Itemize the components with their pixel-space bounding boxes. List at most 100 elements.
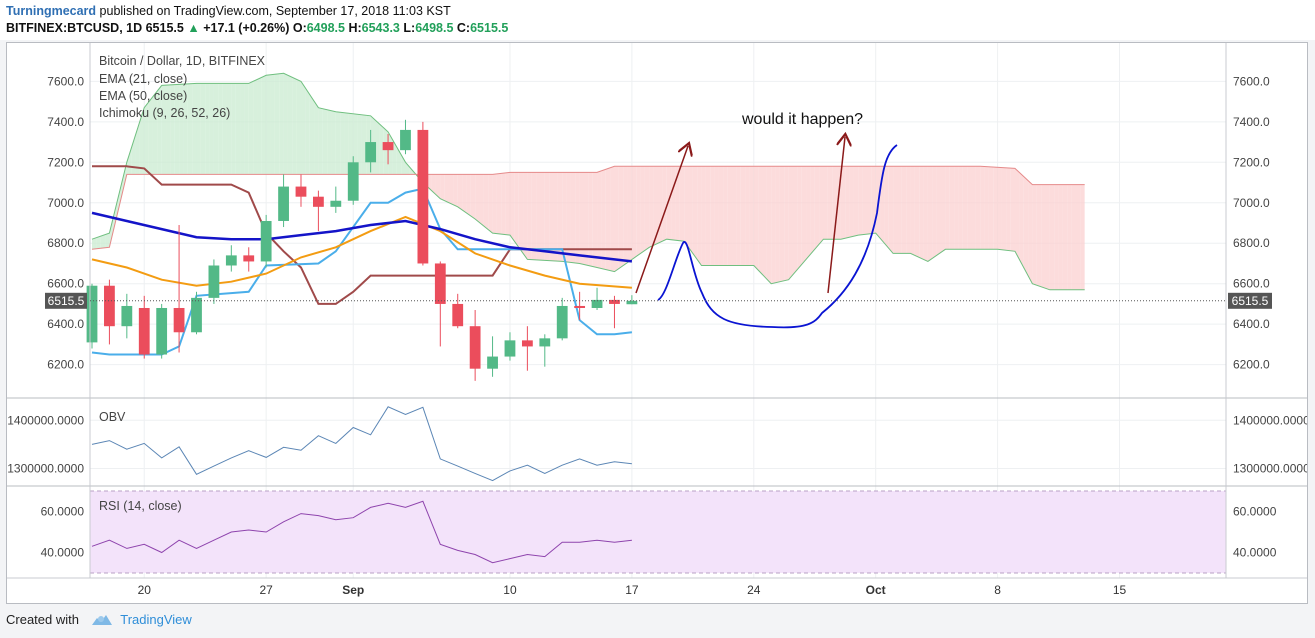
kumo-segment <box>653 166 658 246</box>
obv-tick-label-left: 1400000.0000 <box>7 413 84 427</box>
kumo-segment <box>379 123 384 175</box>
kumo-segment <box>479 174 484 227</box>
y-tick-label-right: 7000.0 <box>1233 196 1270 210</box>
kumo-segment <box>231 83 236 175</box>
kumo-segment <box>779 166 785 282</box>
kumo-segment <box>823 166 828 240</box>
kumo-segment <box>257 77 262 175</box>
tradingview-logo-icon <box>91 615 112 625</box>
last-price: 6515.5 <box>145 21 184 35</box>
candle-body <box>417 129 429 264</box>
ichimoku-base-line <box>92 165 632 305</box>
kumo-segment <box>871 166 876 234</box>
obv-tick-label-right: 1300000.0000 <box>1233 462 1307 476</box>
kumo-segment <box>971 166 976 250</box>
x-tick-label: 24 <box>747 583 761 597</box>
kumo-segment <box>488 174 493 234</box>
y-tick-label-left: 7000.0 <box>47 196 84 210</box>
kumo-segment <box>705 166 711 266</box>
y-tick-label-right: 6600.0 <box>1233 277 1270 291</box>
kumo-segment <box>1071 184 1076 290</box>
high-value: 6543.3 <box>361 21 400 35</box>
rsi-tick-label-left: 40.0000 <box>41 545 85 559</box>
kumo-segment <box>910 166 915 256</box>
kumo-segment <box>292 77 297 175</box>
kumo-segment <box>540 172 545 261</box>
kumo-segment <box>1006 167 1011 251</box>
y-tick-label-right: 6400.0 <box>1233 317 1270 331</box>
kumo-segment <box>849 166 854 238</box>
y-tick-label-right: 6200.0 <box>1233 358 1270 372</box>
kumo-segment <box>152 90 158 175</box>
kumo-segment <box>792 166 798 275</box>
kumo-segment <box>266 74 271 175</box>
kumo-segment <box>727 166 733 266</box>
kumo-segment <box>361 114 367 175</box>
candle-body <box>191 297 202 333</box>
candlesticks <box>86 119 638 381</box>
kumo-segment <box>261 75 267 175</box>
kumo-segment <box>1054 184 1059 290</box>
kumo-segment <box>718 166 724 266</box>
created-with-text: Created with <box>6 612 79 627</box>
indicator-lines <box>91 165 633 356</box>
chart-svg[interactable]: 20 27 Sep 10 17 24 Oct 8 15 6200.0 6200.0 6400.0 640… <box>7 43 1310 603</box>
candle-body <box>347 162 359 201</box>
obv-line <box>91 406 632 482</box>
chart-panel[interactable]: 20 27 Sep 10 17 24 Oct 8 15 6200.0 6200.0 6400.0 640… <box>6 42 1310 604</box>
kumo-segment <box>501 172 506 235</box>
kumo-segment <box>109 215 114 248</box>
kumo-segment <box>187 83 193 175</box>
candle-body <box>504 340 516 357</box>
kumo-segment <box>671 166 676 241</box>
kumo-segment <box>449 174 454 205</box>
y-tick-label-left: 6400.0 <box>47 317 84 331</box>
legend-rsi: RSI (14, close) <box>99 499 182 513</box>
kumo-segment <box>496 173 502 235</box>
author-link[interactable]: Turningmecard <box>6 4 97 18</box>
kumo-span-a-line <box>91 72 1085 291</box>
kumo-segment <box>1058 184 1063 290</box>
kumo-segment <box>1080 184 1085 290</box>
candle-body <box>521 340 533 347</box>
obv-tick-label-left: 1300000.0000 <box>7 462 84 476</box>
open-value: 6498.5 <box>306 21 345 35</box>
kumo-segment <box>936 166 941 256</box>
symbol-line: BITFINEX:BTCUSD, 1D 6515.5 ▲ +17.1 (+0.2… <box>6 21 508 35</box>
kumo-segment <box>762 166 767 280</box>
kumo-segment <box>775 166 780 283</box>
kumo-segment <box>662 166 667 242</box>
y-tick-label-right: 7400.0 <box>1233 115 1270 129</box>
close-value: 6515.5 <box>470 21 509 35</box>
close-label: C: <box>456 21 471 35</box>
kumo-segment <box>518 172 524 254</box>
kumo-segment <box>810 166 815 255</box>
tradingview-link[interactable]: TradingView <box>120 612 192 627</box>
kumo-segment <box>531 172 537 260</box>
kumo-segment <box>305 87 310 175</box>
candle-body <box>121 305 133 327</box>
kumo-segment <box>344 112 349 175</box>
annotation-arrow-2 <box>827 137 845 294</box>
kumo-segment <box>440 174 445 201</box>
kumo-segment <box>466 174 471 216</box>
kumo-segment <box>684 166 689 248</box>
candle-body <box>278 186 289 221</box>
kumo-segment <box>492 173 497 234</box>
kumo-segment <box>862 166 867 235</box>
kumo-segment <box>692 166 698 260</box>
kumo-segment <box>270 74 275 175</box>
kumo-segment <box>701 166 706 266</box>
x-tick-label: 20 <box>138 583 152 597</box>
kumo-segment <box>814 166 820 250</box>
candle-body <box>313 196 324 207</box>
kumo-segment <box>179 84 184 175</box>
candle-body <box>104 285 115 327</box>
rsi-band <box>90 491 1226 573</box>
kumo-segment <box>1067 184 1072 290</box>
kumo-segment <box>618 166 624 269</box>
kumo-segment <box>714 166 719 266</box>
kumo-segment <box>431 174 436 195</box>
kumo-segment <box>1015 168 1020 260</box>
legend: Bitcoin / Dollar, 1D, BITFINEX EMA (21, … <box>99 54 863 513</box>
